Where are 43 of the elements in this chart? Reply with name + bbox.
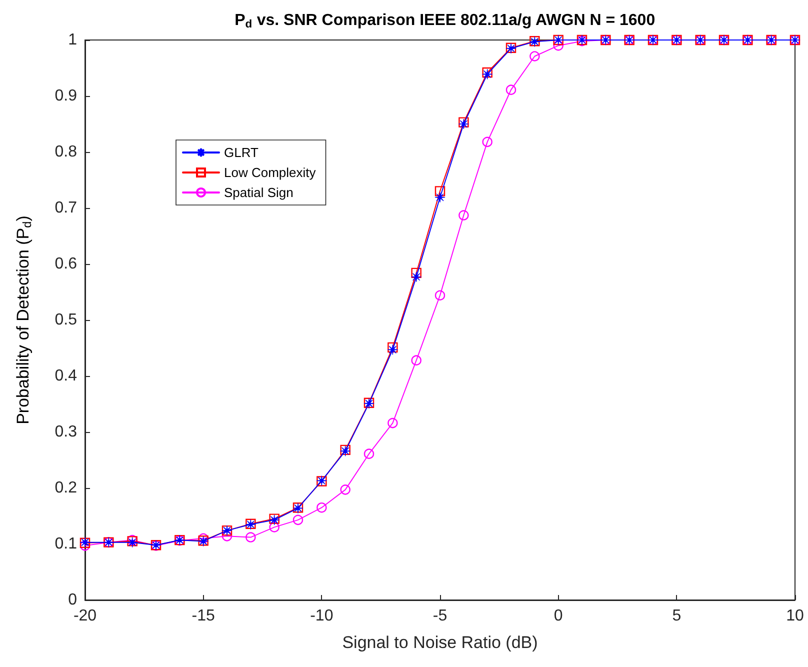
y-tick-label: 0.7 xyxy=(54,200,78,216)
legend-label: Low Complexity xyxy=(224,165,316,180)
y-tick-label: 0.6 xyxy=(54,256,78,272)
point xyxy=(411,272,422,282)
point xyxy=(506,84,516,95)
y-tick-label: 0.5 xyxy=(54,312,78,328)
point xyxy=(340,484,350,495)
legend-label: GLRT xyxy=(224,145,258,160)
x-tick-label: -5 xyxy=(432,608,448,624)
point xyxy=(411,268,422,278)
y-tick-label: 0.4 xyxy=(54,368,78,384)
x-tick-label: 10 xyxy=(786,608,804,624)
y-axis-title: Probability of Detection (Pd) xyxy=(13,216,34,424)
point xyxy=(434,186,446,196)
y-tick-label: 0.9 xyxy=(54,88,78,104)
y-tick-label: 0.8 xyxy=(54,144,78,160)
point xyxy=(434,290,446,300)
y-tick-label: 0.3 xyxy=(54,424,78,440)
point xyxy=(292,514,304,526)
point xyxy=(246,532,256,542)
point xyxy=(364,448,374,459)
point xyxy=(222,531,232,542)
point xyxy=(458,210,469,220)
y-tick-label: 0 xyxy=(68,592,78,608)
point xyxy=(411,355,422,366)
point xyxy=(269,522,280,532)
y-tick-label: 0.2 xyxy=(54,480,78,496)
point xyxy=(530,51,540,62)
point xyxy=(553,40,564,51)
x-tick-label: -10 xyxy=(310,608,334,624)
point xyxy=(482,136,492,148)
x-tick-label: -15 xyxy=(192,608,215,624)
point xyxy=(434,192,446,203)
point xyxy=(80,540,90,551)
y-tick-label: 1 xyxy=(68,32,78,48)
x-tick-label: -20 xyxy=(73,608,97,624)
point xyxy=(316,502,327,513)
legend-label: Spatial Sign xyxy=(224,185,294,200)
x-axis-title: Signal to Noise Ratio (dB) xyxy=(342,633,538,652)
point xyxy=(388,418,398,428)
y-tick-label: 0.1 xyxy=(54,536,78,552)
x-tick-label: 5 xyxy=(672,608,682,624)
x-tick-label: 0 xyxy=(554,608,563,624)
